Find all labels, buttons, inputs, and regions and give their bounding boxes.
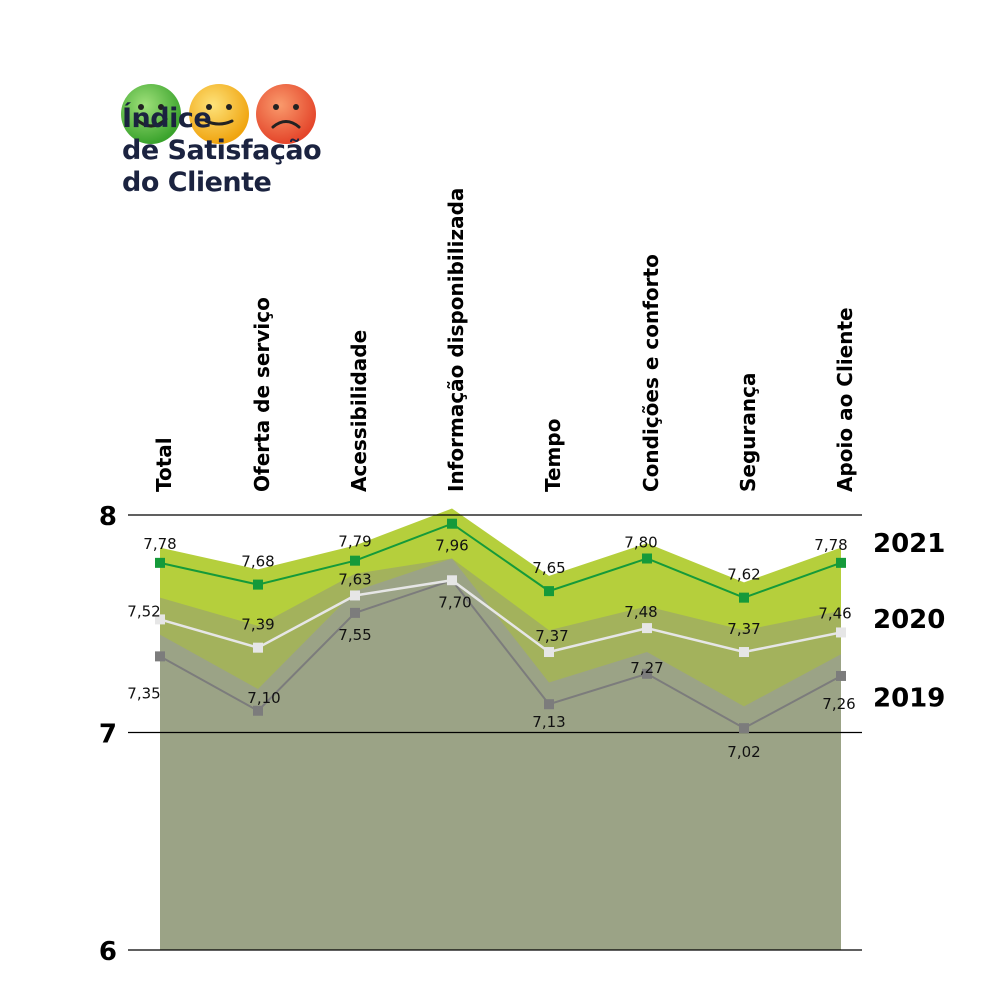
neutral-face-yellow-icon <box>189 84 249 144</box>
data-label-2019-4: 7,13 <box>532 713 565 731</box>
point-2019-6 <box>739 723 749 734</box>
data-label-2020-7: 7,46 <box>818 604 851 622</box>
category-label-4: Tempo <box>541 419 565 492</box>
category-label-1: Oferta de serviço <box>250 297 274 492</box>
point-2021-3 <box>447 518 457 529</box>
data-label-2020-2: 7,63 <box>338 570 371 588</box>
series-line-2021 <box>159 522 842 599</box>
data-label-2021-0: 7,78 <box>143 535 176 553</box>
point-2020-5 <box>642 623 652 634</box>
point-2021-5 <box>642 553 652 564</box>
data-label-2020-4: 7,37 <box>535 627 568 645</box>
data-label-2021-7: 7,78 <box>814 536 847 554</box>
category-label-7: Apoio ao Cliente <box>833 307 857 492</box>
data-label-2021-2: 7,79 <box>338 533 371 551</box>
point-2019-1 <box>253 705 263 716</box>
data-label-2019-7: 7,26 <box>822 695 855 713</box>
data-label-2019-6: 7,02 <box>727 743 760 761</box>
point-2019-4 <box>544 699 554 710</box>
category-label-2: Acessibilidade <box>347 330 371 492</box>
sad-face-red-icon <box>256 84 316 144</box>
data-label-2021-4: 7,65 <box>532 559 565 577</box>
series-line-2020 <box>159 578 842 654</box>
data-label-2019-1: 7,10 <box>247 689 280 707</box>
category-label-0: Total <box>152 437 176 492</box>
y-tick-label-8: 8 <box>99 502 117 532</box>
chart-title-line-1: Índice <box>122 103 212 134</box>
data-label-2020-1: 7,39 <box>241 616 274 634</box>
point-2021-0 <box>155 557 165 568</box>
point-2021-1 <box>253 579 263 590</box>
point-2020-0 <box>155 614 165 625</box>
category-label-5: Condições e conforto <box>639 254 663 492</box>
category-label-3: Informação disponibilizada <box>444 188 468 492</box>
point-2019-7 <box>836 670 846 681</box>
chart-title-line-3: do Cliente <box>122 167 272 198</box>
point-2021-2 <box>350 555 360 566</box>
point-2019-0 <box>155 651 165 662</box>
data-label-2020-6: 7,37 <box>727 620 760 638</box>
data-label-2019-2: 7,55 <box>338 626 371 644</box>
category-label-6: Segurança <box>736 373 760 492</box>
point-2021-7 <box>836 557 846 568</box>
data-label-2019-5: 7,27 <box>630 659 663 677</box>
series-line-2019 <box>159 579 842 730</box>
point-2020-1 <box>253 642 263 653</box>
chart-title-line-2: de Satisfação <box>122 135 322 166</box>
data-label-2021-6: 7,62 <box>727 566 760 584</box>
series-label-2020: 2020 <box>873 605 945 635</box>
satisfaction-faces-logo <box>121 84 316 144</box>
series-label-2019: 2019 <box>873 684 945 714</box>
data-label-2021-5: 7,80 <box>624 534 657 552</box>
area-band-2019 <box>160 558 841 950</box>
smile-face-green-icon <box>121 84 181 144</box>
data-label-2021-1: 7,68 <box>241 553 274 571</box>
data-label-2020-3: 7,70 <box>438 593 471 611</box>
point-2019-2 <box>350 607 360 618</box>
point-2021-4 <box>544 586 554 597</box>
series-label-2021: 2021 <box>873 529 945 559</box>
point-2020-7 <box>836 627 846 638</box>
data-label-2020-5: 7,48 <box>624 603 657 621</box>
data-label-2020-0: 7,52 <box>127 602 160 620</box>
y-tick-label-7: 7 <box>99 720 117 750</box>
point-2020-6 <box>739 647 749 658</box>
data-label-2019-0: 7,35 <box>127 684 160 702</box>
data-label-2021-3: 7,96 <box>435 537 468 555</box>
point-2021-6 <box>739 592 749 603</box>
point-2020-3 <box>447 575 457 586</box>
y-tick-label-6: 6 <box>99 937 117 967</box>
point-2020-2 <box>350 590 360 601</box>
point-2019-5 <box>642 668 652 679</box>
point-2020-4 <box>544 647 554 658</box>
